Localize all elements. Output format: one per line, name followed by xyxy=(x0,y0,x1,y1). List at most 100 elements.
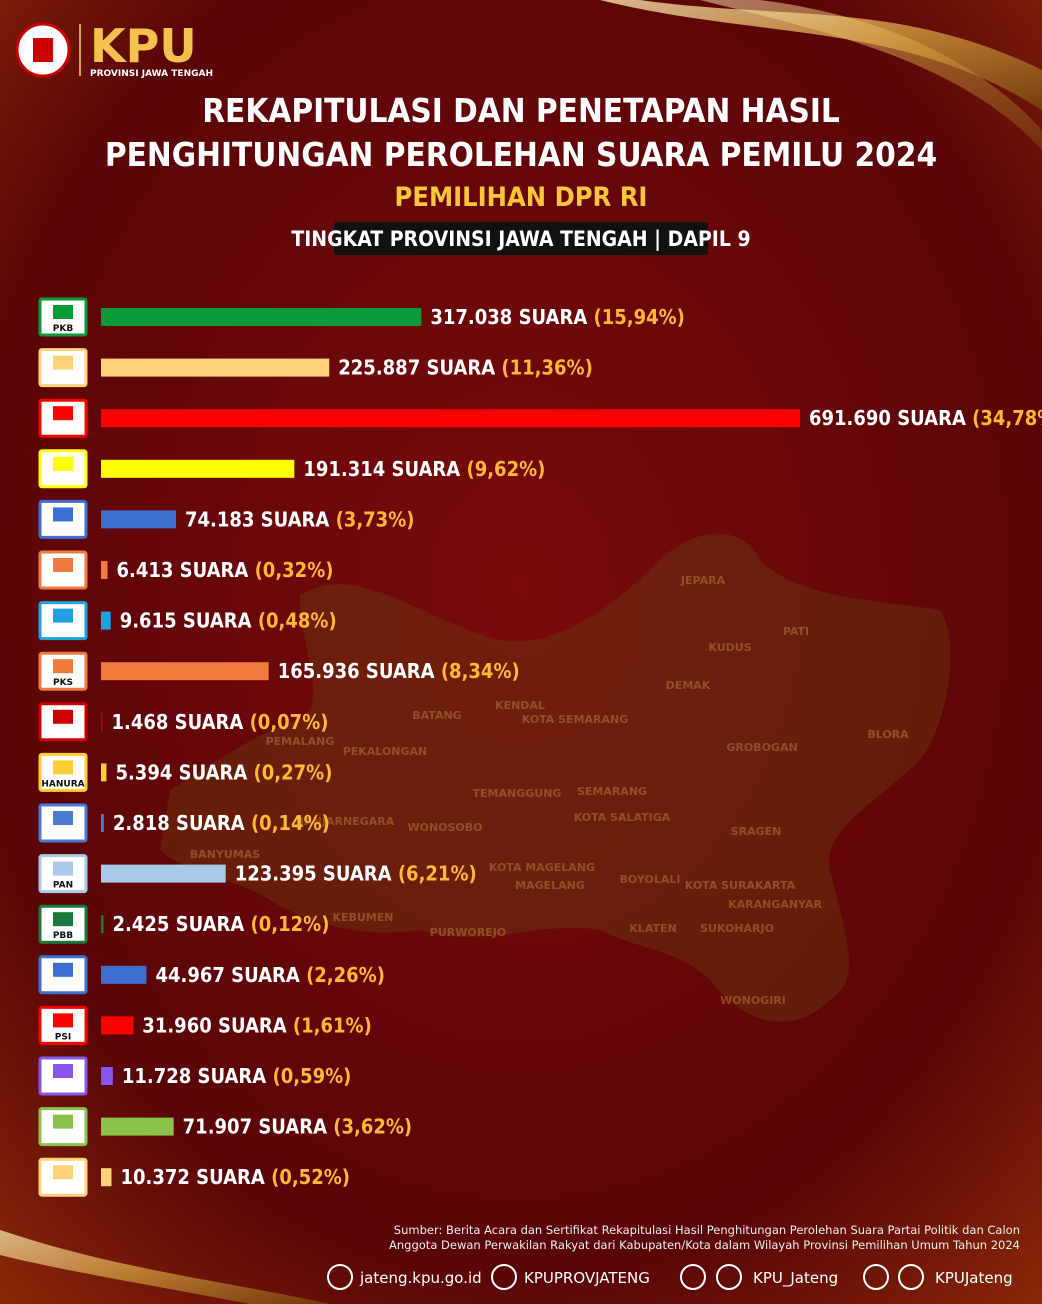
vote-count: 31.960 SUARA xyxy=(142,1013,286,1037)
map-label: KOTA SURAKARTA xyxy=(685,879,796,892)
bar xyxy=(101,459,295,478)
map-label: KLATEN xyxy=(629,922,676,935)
vote-count: 5.394 SUARA xyxy=(115,760,247,784)
map-label: TEMANGGUNG xyxy=(473,787,562,800)
party-logo-mark xyxy=(53,456,73,471)
party-logo-mark xyxy=(53,406,73,421)
map-shape xyxy=(160,533,951,1022)
vote-count: 317.038 SUARA xyxy=(430,305,587,329)
vote-share: (8,34%) xyxy=(441,659,520,683)
bar xyxy=(101,814,104,832)
bar-label: 44.967 SUARA (2,26%) xyxy=(155,963,385,987)
bar xyxy=(101,409,800,428)
vote-share: (0,14%) xyxy=(251,811,330,835)
source: Sumber: Berita Acara dan Sertifikat Reka… xyxy=(394,1223,1020,1237)
party-logo-mark xyxy=(53,760,73,775)
party-name: PKS xyxy=(53,678,73,688)
web-icon xyxy=(327,1264,353,1290)
bar-label: 31.960 SUARA (1,61%) xyxy=(142,1013,372,1037)
title-line: REKAPITULASI DAN PENETAPAN HASIL xyxy=(202,91,840,130)
vote-count: 191.314 SUARA xyxy=(303,457,460,481)
map-label: KUDUS xyxy=(708,641,751,654)
vote-count: 1.468 SUARA xyxy=(111,710,243,734)
bar-label: 1.468 SUARA (0,07%) xyxy=(111,710,328,734)
bar-label: 11.728 SUARA (0,59%) xyxy=(122,1064,351,1088)
map-label: DEMAK xyxy=(666,679,711,692)
bar xyxy=(101,864,226,883)
party-name: PBB xyxy=(53,931,73,941)
vote-count: 225.887 SUARA xyxy=(338,356,495,380)
vote-share: (0,48%) xyxy=(258,609,337,633)
vote-count: 9.615 SUARA xyxy=(120,609,252,633)
bar-label: 2.818 SUARA (0,14%) xyxy=(113,811,330,835)
vote-share: (9,62%) xyxy=(466,457,545,481)
map-label: WONOSOBO xyxy=(407,821,482,834)
map-label: GROBOGAN xyxy=(726,741,797,754)
bar-label: 2.425 SUARA (0,12%) xyxy=(112,912,329,936)
party-logo-mark xyxy=(53,355,73,370)
website[interactable]: jateng.kpu.go.id xyxy=(359,1269,482,1287)
bar-label: 691.690 SUARA (34,78%) xyxy=(809,406,1042,430)
party-name: PSI xyxy=(55,1032,71,1042)
kpu-logo: KPU PROVINSI JAWA TENGAH xyxy=(15,19,213,79)
party-logo-mark xyxy=(53,1013,73,1028)
x-icon xyxy=(680,1264,706,1290)
vote-count: 74.183 SUARA xyxy=(185,507,329,531)
party-logo-mark xyxy=(53,659,73,674)
x-youtube[interactable]: KPU_Jateng xyxy=(753,1269,838,1288)
bar xyxy=(101,712,103,731)
bar xyxy=(101,662,269,681)
bar-label: 6.413 SUARA (0,32%) xyxy=(116,558,333,582)
bar-label: 74.183 SUARA (3,73%) xyxy=(185,507,414,531)
title-line: PENGHITUNGAN PEROLEHAN SUARA PEMILU 2024 xyxy=(105,135,937,174)
bar xyxy=(101,1067,113,1085)
bar-label: 9.615 SUARA (0,48%) xyxy=(120,609,337,633)
bar xyxy=(101,611,111,630)
bar xyxy=(101,1016,134,1035)
vote-count: 691.690 SUARA xyxy=(809,406,966,430)
map-label: SUKOHARJO xyxy=(700,922,774,935)
map-label: KEBUMEN xyxy=(332,911,393,924)
vote-share: (11,36%) xyxy=(501,356,592,380)
instagram-icon xyxy=(863,1264,889,1290)
map-label: BLORA xyxy=(867,728,909,741)
bar xyxy=(101,358,330,377)
vote-count: 71.907 SUARA xyxy=(183,1115,327,1139)
bar-label: 123.395 SUARA (6,21%) xyxy=(235,862,477,886)
vote-share: (2,26%) xyxy=(306,963,385,987)
scope-box xyxy=(334,222,708,255)
party-logo-mark xyxy=(53,1064,73,1078)
scope: TINGKAT PROVINSI JAWA TENGAH | DAPIL 9 xyxy=(291,227,750,252)
emblem-shield xyxy=(33,38,53,62)
party-name: PAN xyxy=(53,881,73,891)
bar xyxy=(101,308,422,326)
vote-count: 10.372 SUARA xyxy=(120,1165,264,1189)
facebook[interactable]: KPUPROVJATENG xyxy=(524,1269,650,1287)
vote-count: 2.425 SUARA xyxy=(112,912,244,936)
party-logo-mark xyxy=(53,558,73,572)
bar xyxy=(101,561,108,579)
vote-count: 44.967 SUARA xyxy=(155,963,299,987)
bar xyxy=(101,965,147,984)
vote-share: (3,62%) xyxy=(333,1115,412,1139)
map-label: BATANG xyxy=(412,709,461,722)
footer: jateng.kpu.go.id KPUPROVJATENG KPU_Jaten… xyxy=(327,1264,1013,1290)
party-logo-mark xyxy=(53,962,73,977)
map-label: PEMALANG xyxy=(266,735,335,748)
bar-label: 5.394 SUARA (0,27%) xyxy=(115,760,332,784)
bar xyxy=(101,915,104,934)
vote-share: (6,21%) xyxy=(398,862,477,886)
vote-count: 123.395 SUARA xyxy=(235,862,392,886)
party-name: PKB xyxy=(53,324,74,334)
map-label: KENDAL xyxy=(495,699,545,712)
party-logo-mark xyxy=(53,1165,73,1180)
map-label: KOTA SALATIGA xyxy=(574,811,671,824)
bars: PKB 317.038 SUARA (15,94%) 225.887 SUARA (… xyxy=(38,297,1042,1197)
vote-share: (34,78%) xyxy=(972,406,1042,430)
instagram-tiktok[interactable]: KPUJateng xyxy=(935,1269,1013,1287)
map-label: WONOGIRI xyxy=(720,994,786,1007)
map-label: BANYUMAS xyxy=(190,848,260,861)
party-name: HANURA xyxy=(41,779,84,789)
